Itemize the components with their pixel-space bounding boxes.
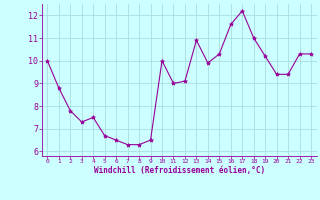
X-axis label: Windchill (Refroidissement éolien,°C): Windchill (Refroidissement éolien,°C) xyxy=(94,166,265,175)
